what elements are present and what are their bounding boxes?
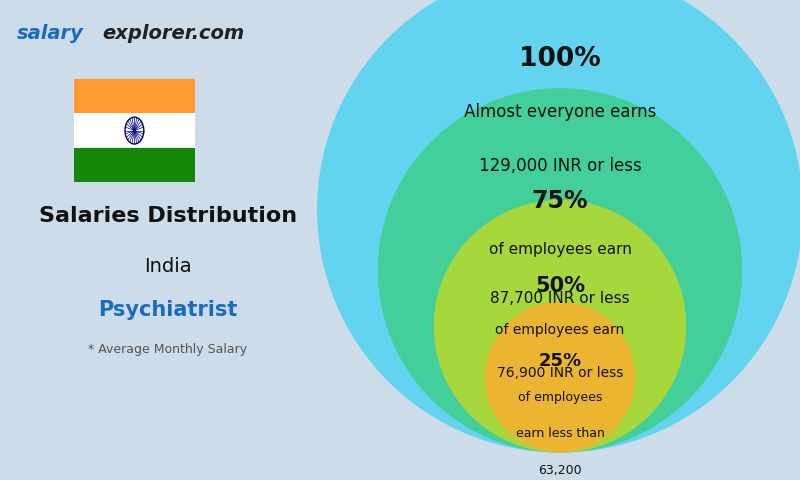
Circle shape — [485, 302, 635, 453]
Text: 63,200: 63,200 — [538, 464, 582, 477]
Text: salary: salary — [17, 24, 84, 43]
Text: * Average Monthly Salary: * Average Monthly Salary — [89, 343, 247, 356]
Text: Salaries Distribution: Salaries Distribution — [39, 206, 297, 227]
Text: 100%: 100% — [519, 46, 601, 72]
Circle shape — [434, 200, 686, 453]
Circle shape — [378, 88, 742, 453]
Text: of employees earn: of employees earn — [489, 242, 631, 257]
Bar — [74, 113, 195, 148]
Text: earn less than: earn less than — [515, 427, 605, 440]
Text: 76,900 INR or less: 76,900 INR or less — [497, 366, 623, 380]
Circle shape — [317, 0, 800, 453]
Text: 25%: 25% — [538, 352, 582, 370]
Text: 87,700 INR or less: 87,700 INR or less — [490, 291, 630, 306]
Text: of employees earn: of employees earn — [495, 323, 625, 336]
Circle shape — [133, 129, 136, 132]
Text: of employees: of employees — [518, 391, 602, 404]
Text: Almost everyone earns: Almost everyone earns — [464, 104, 656, 121]
Text: Psychiatrist: Psychiatrist — [98, 300, 238, 320]
Text: 50%: 50% — [535, 276, 585, 296]
Text: India: India — [144, 257, 192, 276]
Text: explorer.com: explorer.com — [102, 24, 245, 43]
Text: 129,000 INR or less: 129,000 INR or less — [478, 157, 642, 175]
Text: 75%: 75% — [532, 189, 588, 213]
Bar — [74, 79, 195, 113]
Bar — [74, 148, 195, 182]
